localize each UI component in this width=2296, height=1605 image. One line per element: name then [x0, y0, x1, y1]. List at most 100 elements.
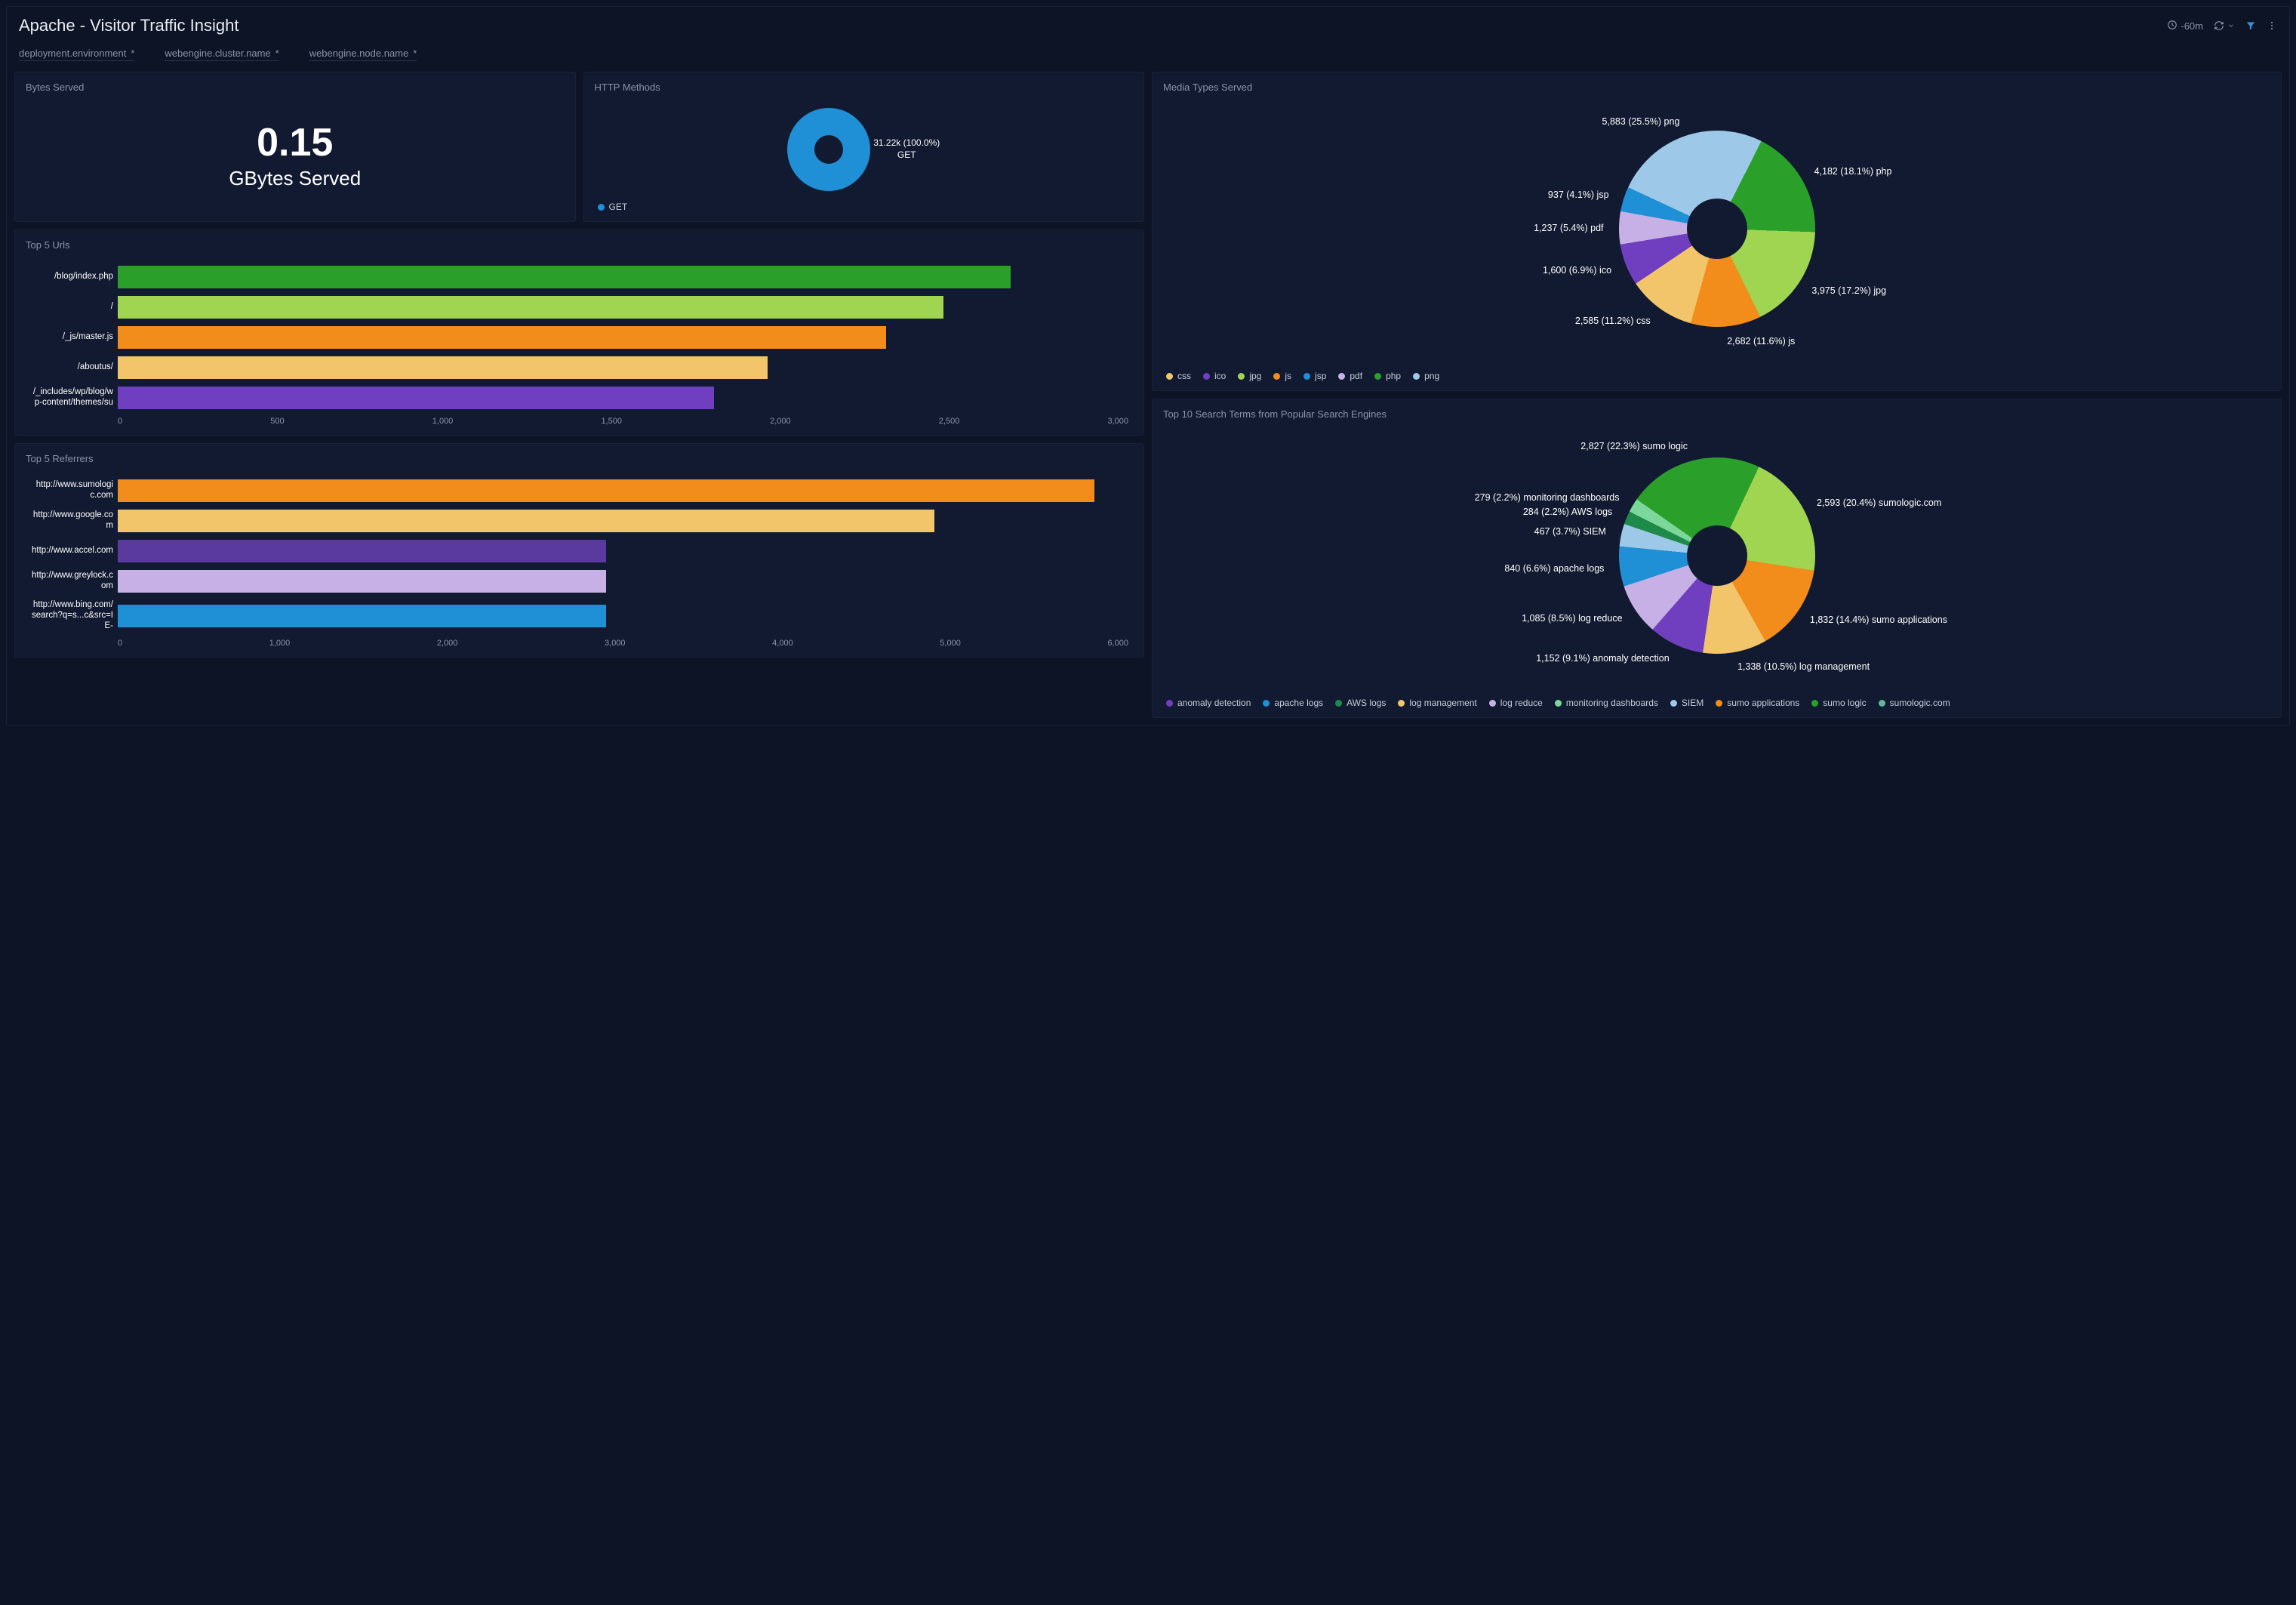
swatch-icon: [1555, 700, 1562, 707]
donut-slice-label: 2,827 (22.3%) sumo logic: [1580, 441, 1688, 451]
dashboard: Apache - Visitor Traffic Insight -60m de…: [6, 6, 2290, 726]
header-controls: -60m: [2167, 20, 2277, 32]
panel-title: Top 5 Referrers: [26, 453, 1133, 464]
axis-tick: 2,000: [770, 417, 791, 426]
bar-row: http://www.accel.com: [30, 540, 1128, 562]
bar-fill: [118, 387, 714, 409]
swatch-icon: [1338, 373, 1345, 380]
legend-item[interactable]: php: [1374, 371, 1401, 381]
filter-deployment-environment[interactable]: deployment.environment *: [19, 48, 134, 61]
time-range-selector[interactable]: -60m: [2167, 20, 2203, 32]
legend-item[interactable]: sumo logic: [1811, 698, 1866, 708]
filter-webengine-cluster-name[interactable]: webengine.cluster.name *: [165, 48, 279, 61]
donut-slice-label: 2,593 (20.4%) sumologic.com: [1817, 498, 1941, 508]
legend-item[interactable]: anomaly detection: [1166, 698, 1251, 708]
bar-label: /: [30, 302, 113, 313]
legend-item[interactable]: png: [1413, 371, 1439, 381]
axis-tick: 1,000: [432, 417, 454, 426]
axis-tick: 3,000: [605, 639, 626, 648]
legend: css ico jpg js jsp pdf php png: [1163, 365, 2270, 381]
swatch-icon: [1374, 373, 1381, 380]
slice-pct: 31.22k (100.0%): [873, 137, 940, 149]
swatch-icon: [1489, 700, 1496, 707]
legend-item[interactable]: SIEM: [1670, 698, 1704, 708]
bar-label: http://www.bing.com/search?q=s...c&src=I…: [30, 600, 113, 631]
bar-row: /_includes/wp/blog/wp-content/themes/su: [30, 387, 1128, 409]
legend-item[interactable]: jsp: [1303, 371, 1326, 381]
swatch-icon: [1303, 373, 1310, 380]
legend-item[interactable]: sumologic.com: [1879, 698, 1950, 708]
bar-fill: [118, 479, 1094, 502]
legend-label: css: [1177, 371, 1191, 381]
swatch-icon: [1166, 373, 1173, 380]
donut-slice-label: 3,975 (17.2%) jpg: [1811, 285, 1886, 296]
legend-label: png: [1424, 371, 1439, 381]
panel-media-types: Media Types Served 5,883 (25.5%) png4,18…: [1152, 72, 2282, 391]
bar-row: http://www.bing.com/search?q=s...c&src=I…: [30, 600, 1128, 631]
legend-item[interactable]: css: [1166, 371, 1191, 381]
legend-item[interactable]: js: [1273, 371, 1291, 381]
legend-label: js: [1285, 371, 1291, 381]
panel-title: Bytes Served: [26, 82, 565, 93]
panel-title: Top 10 Search Terms from Popular Search …: [1163, 408, 2270, 420]
filter-bar: deployment.environment * webengine.clust…: [7, 42, 2289, 72]
refresh-button[interactable]: [2214, 20, 2235, 31]
legend: anomaly detection apache logs AWS logs log …: [1163, 692, 2270, 708]
legend-item[interactable]: jpg: [1238, 371, 1261, 381]
bar-label: /aboutus/: [30, 362, 113, 373]
filter-label: webengine.cluster.name: [165, 48, 270, 59]
legend-item[interactable]: log reduce: [1489, 698, 1543, 708]
panel-top5-urls: Top 5 Urls /blog/index.php / /_js/master…: [14, 230, 1144, 436]
bar-label: http://www.accel.com: [30, 546, 113, 556]
legend-item[interactable]: sumo applications: [1716, 698, 1799, 708]
donut-chart: [1619, 131, 1815, 327]
bar-chart: /blog/index.php / /_js/master.js /aboutu…: [26, 258, 1133, 426]
more-menu-button[interactable]: [2267, 20, 2277, 31]
axis-tick: 4,000: [772, 639, 793, 648]
legend-item[interactable]: AWS logs: [1335, 698, 1386, 708]
swatch-icon: [1273, 373, 1280, 380]
panel-top5-referrers: Top 5 Referrers http://www.sumologic.com…: [14, 443, 1144, 658]
bar-track: [118, 605, 1128, 627]
legend-item[interactable]: monitoring dashboards: [1555, 698, 1658, 708]
donut-slice-label: 284 (2.2%) AWS logs: [1523, 507, 1612, 517]
legend-label: SIEM: [1682, 698, 1704, 708]
legend-label: php: [1386, 371, 1401, 381]
donut-chart: [1619, 457, 1815, 654]
bar-label: http://www.greylock.com: [30, 571, 113, 592]
swatch-icon: [1670, 700, 1677, 707]
swatch-icon: [1166, 700, 1173, 707]
bar-row: http://www.google.com: [30, 510, 1128, 532]
legend-label: pdf: [1350, 371, 1362, 381]
donut-slice-label: 4,182 (18.1%) php: [1814, 166, 1892, 177]
panel-http-methods: HTTP Methods 31.22k (100.0%) GET GET: [583, 72, 1145, 222]
donut-slice-label: 467 (3.7%) SIEM: [1534, 526, 1606, 537]
legend-item[interactable]: GET: [598, 202, 628, 212]
bar-chart: http://www.sumologic.com http://www.goog…: [26, 472, 1133, 648]
legend: GET: [595, 196, 1134, 212]
filter-label: webengine.node.name: [309, 48, 409, 59]
legend-item[interactable]: pdf: [1338, 371, 1362, 381]
legend-item[interactable]: apache logs: [1263, 698, 1323, 708]
swatch-icon: [1811, 700, 1818, 707]
axis-tick: 1,000: [269, 639, 291, 648]
swatch-icon: [1716, 700, 1722, 707]
filter-webengine-node-name[interactable]: webengine.node.name *: [309, 48, 417, 61]
axis-tick: 3,000: [1107, 417, 1128, 426]
page-title: Apache - Visitor Traffic Insight: [19, 16, 239, 35]
bar-label: /blog/index.php: [30, 272, 113, 282]
legend-item[interactable]: log management: [1398, 698, 1476, 708]
axis-tick: 500: [270, 417, 284, 426]
filter-button[interactable]: [2245, 20, 2256, 31]
axis-ticks: 05001,0001,5002,0002,5003,000: [118, 417, 1128, 426]
legend-label: sumologic.com: [1890, 698, 1950, 708]
bar-label: /_js/master.js: [30, 332, 113, 343]
bar-fill: [118, 540, 606, 562]
bytes-served-label: GBytes Served: [26, 167, 565, 190]
swatch-icon: [1413, 373, 1420, 380]
panel-search-terms: Top 10 Search Terms from Popular Search …: [1152, 399, 2282, 718]
panel-title: Top 5 Urls: [26, 239, 1133, 251]
legend-item[interactable]: ico: [1203, 371, 1226, 381]
bar-row: http://www.sumologic.com: [30, 479, 1128, 502]
donut-slice-label: 1,600 (6.9%) ico: [1543, 265, 1611, 276]
